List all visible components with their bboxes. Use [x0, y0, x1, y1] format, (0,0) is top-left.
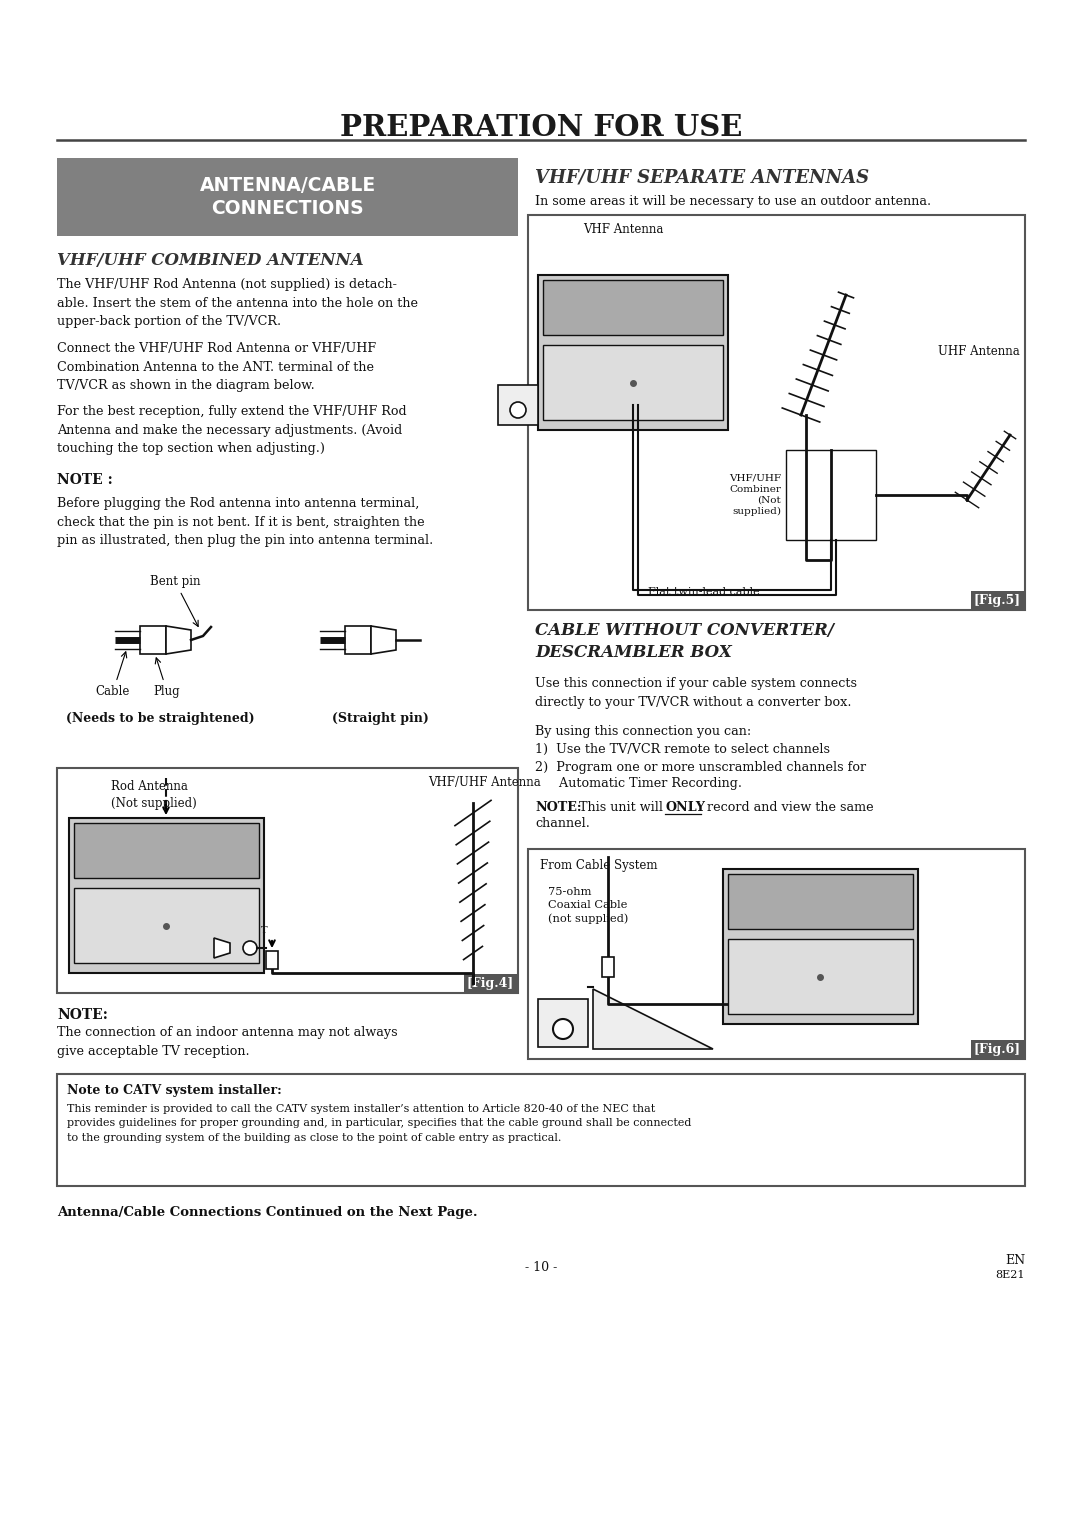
- Text: By using this connection you can:: By using this connection you can:: [535, 724, 752, 738]
- Bar: [528, 215, 1025, 610]
- Bar: [57, 157, 518, 235]
- Bar: [538, 999, 588, 1047]
- Polygon shape: [593, 989, 713, 1050]
- Text: Before plugging the Rod antenna into antenna terminal,
check that the pin is not: Before plugging the Rod antenna into ant…: [57, 497, 433, 547]
- Bar: [57, 1074, 1025, 1186]
- Bar: [543, 345, 723, 420]
- Circle shape: [553, 1019, 573, 1039]
- Text: ANT: ANT: [507, 388, 529, 397]
- Bar: [786, 451, 876, 539]
- Text: VHF/UHF Antenna: VHF/UHF Antenna: [428, 776, 541, 788]
- Text: ONLY: ONLY: [665, 801, 705, 814]
- Circle shape: [510, 402, 526, 419]
- Text: ANTENNA/CABLE
CONNECTIONS: ANTENNA/CABLE CONNECTIONS: [200, 176, 376, 219]
- Text: The VHF/UHF Rod Antenna (not supplied) is detach-
able. Insert the stem of the a: The VHF/UHF Rod Antenna (not supplied) i…: [57, 278, 418, 329]
- Bar: [345, 626, 372, 654]
- Text: [Fig.6]: [Fig.6]: [974, 1044, 1021, 1056]
- Text: T: T: [260, 926, 268, 935]
- Text: Connect the VHF/UHF Rod Antenna or VHF/UHF
Combination Antenna to the ANT. termi: Connect the VHF/UHF Rod Antenna or VHF/U…: [57, 342, 376, 393]
- Text: VHF Antenna: VHF Antenna: [583, 223, 663, 235]
- Text: (Straight pin): (Straight pin): [332, 712, 429, 724]
- Text: - 10 -: - 10 -: [525, 1261, 557, 1274]
- Text: (Needs to be straightened): (Needs to be straightened): [66, 712, 254, 724]
- Text: 2)  Program one or more unscrambled channels for: 2) Program one or more unscrambled chann…: [535, 761, 866, 775]
- Text: Plug: Plug: [153, 659, 180, 698]
- Text: VHF/UHF
Combiner
(Not
supplied): VHF/UHF Combiner (Not supplied): [729, 474, 781, 516]
- Text: 8E21: 8E21: [996, 1270, 1025, 1280]
- Text: VHF/UHF COMBINED ANTENNA: VHF/UHF COMBINED ANTENNA: [57, 252, 364, 269]
- Bar: [723, 869, 918, 1024]
- Bar: [266, 950, 278, 969]
- Text: From Cable System: From Cable System: [540, 859, 658, 872]
- Text: [Fig.4]: [Fig.4]: [467, 976, 514, 990]
- Bar: [728, 940, 913, 1015]
- Bar: [538, 275, 728, 429]
- Text: channel.: channel.: [535, 817, 590, 830]
- Bar: [602, 957, 615, 976]
- Text: NOTE:: NOTE:: [57, 1008, 108, 1022]
- Text: NOTE:: NOTE:: [535, 801, 581, 814]
- Text: CABLE WITHOUT CONVERTER/
DESCRAMBLER BOX: CABLE WITHOUT CONVERTER/ DESCRAMBLER BOX: [535, 622, 834, 660]
- Bar: [543, 280, 723, 335]
- Text: 75-ohm
Coaxial Cable
(not supplied): 75-ohm Coaxial Cable (not supplied): [548, 886, 629, 924]
- Bar: [69, 817, 264, 973]
- Text: Cable: Cable: [96, 652, 131, 698]
- Text: The connection of an indoor antenna may not always
give acceptable TV reception.: The connection of an indoor antenna may …: [57, 1025, 397, 1057]
- Text: NOTE :: NOTE :: [57, 474, 112, 487]
- Text: Antenna/Cable Connections Continued on the Next Page.: Antenna/Cable Connections Continued on t…: [57, 1206, 477, 1219]
- Text: ANT: ANT: [551, 1001, 575, 1010]
- Text: record and view the same: record and view the same: [703, 801, 874, 814]
- Text: This reminder is provided to call the CATV system installer’s attention to Artic: This reminder is provided to call the CA…: [67, 1105, 691, 1143]
- Circle shape: [243, 941, 257, 955]
- Text: Note to CATV system installer:: Note to CATV system installer:: [67, 1083, 282, 1097]
- Polygon shape: [166, 626, 191, 654]
- Text: 1)  Use the TV/VCR remote to select channels: 1) Use the TV/VCR remote to select chann…: [535, 743, 831, 756]
- Bar: [728, 874, 913, 929]
- Text: Automatic Timer Recording.: Automatic Timer Recording.: [535, 778, 742, 790]
- Bar: [498, 385, 538, 425]
- Bar: [75, 888, 259, 963]
- Bar: [140, 626, 166, 654]
- Bar: [57, 769, 518, 993]
- Polygon shape: [214, 938, 230, 958]
- Text: In some areas it will be necessary to use an outdoor antenna.: In some areas it will be necessary to us…: [535, 196, 931, 208]
- Bar: [528, 850, 1025, 1059]
- Text: This unit will: This unit will: [575, 801, 667, 814]
- Text: For the best reception, fully extend the VHF/UHF Rod
Antenna and make the necess: For the best reception, fully extend the…: [57, 405, 407, 455]
- Text: Use this connection if your cable system connects
directly to your TV/VCR withou: Use this connection if your cable system…: [535, 677, 858, 709]
- Text: Bent pin: Bent pin: [150, 575, 200, 626]
- Polygon shape: [372, 626, 396, 654]
- Text: [Fig.5]: [Fig.5]: [974, 594, 1021, 607]
- Text: Flat twin-lead cable: Flat twin-lead cable: [648, 587, 759, 597]
- Text: EN: EN: [1004, 1254, 1025, 1267]
- Text: VHF/UHF SEPARATE ANTENNAS: VHF/UHF SEPARATE ANTENNAS: [535, 168, 869, 186]
- Text: UHF Antenna: UHF Antenna: [939, 345, 1020, 358]
- Text: Rod Antenna
(Not supplied): Rod Antenna (Not supplied): [111, 779, 197, 810]
- Bar: [75, 824, 259, 879]
- Text: PREPARATION FOR USE: PREPARATION FOR USE: [340, 113, 742, 142]
